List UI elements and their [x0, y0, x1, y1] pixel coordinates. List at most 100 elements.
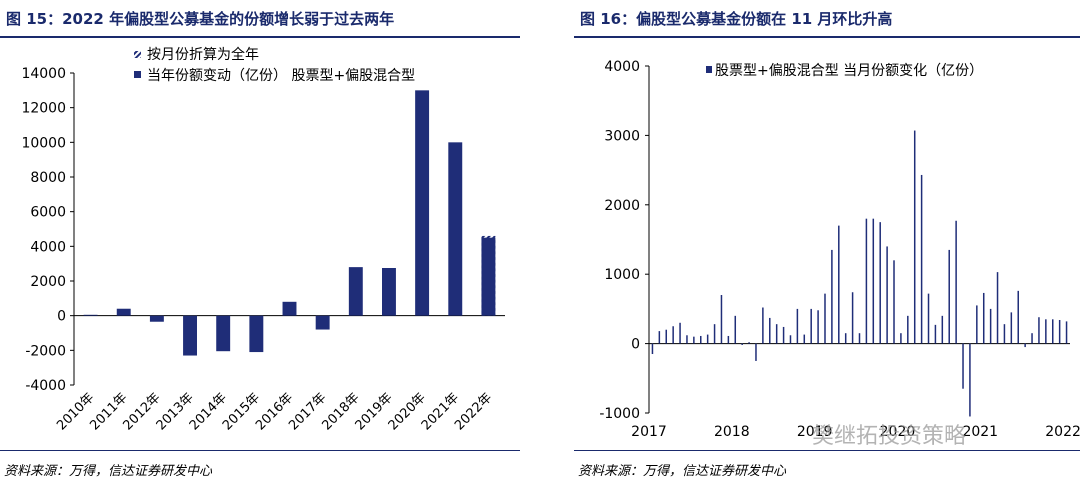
left-bar: [116, 308, 131, 316]
left-bar: [149, 315, 164, 322]
left-bar: [216, 315, 231, 352]
right-x-tick-label: 2020: [880, 424, 916, 440]
left-bar: [249, 315, 264, 353]
right-bar: [879, 222, 881, 344]
right-bar: [755, 343, 757, 361]
right-bar: [741, 343, 743, 345]
right-bar: [989, 308, 992, 344]
right-legend-label: 股票型+偏股混合型 当月份额变化（亿份）: [715, 63, 983, 79]
left-bar: [448, 142, 463, 316]
right-bar: [927, 293, 930, 344]
right-bar: [962, 343, 964, 389]
watermark-text: 樊继拓投资策略: [812, 424, 967, 449]
right-y-tick-label: 4000: [604, 59, 640, 75]
right-bar: [920, 174, 923, 344]
right-y-tick-label: 3000: [604, 128, 640, 144]
right-bar: [1024, 343, 1026, 348]
legend-label-annual-change: 当年份额变动（亿份） 股票型+偏股混合型: [147, 68, 415, 84]
right-bar: [1038, 317, 1040, 344]
right-bar: [844, 333, 847, 344]
right-bar: [907, 315, 909, 344]
right-bar: [727, 335, 730, 344]
right-bar: [672, 326, 674, 344]
left-chart-title: 图 15：2022 年偏股型公募基金的份额增长弱于过去两年: [6, 10, 395, 28]
right-bar: [693, 336, 695, 344]
right-bar: [913, 130, 916, 344]
right-footer-rule: [574, 450, 1080, 451]
right-bar: [1058, 320, 1061, 344]
right-bar: [817, 310, 819, 344]
right-bar-chart: -1000 0 1000 2000 3000 4000 2017 2018 2019 2020 20…: [599, 59, 1080, 440]
left-bar: [83, 314, 98, 316]
right-bar: [934, 324, 937, 344]
right-x-tick-label: 2021: [962, 424, 998, 440]
right-bar: [700, 335, 702, 344]
right-legend-swatch: [706, 66, 712, 73]
right-bar: [976, 305, 978, 344]
right-bar: [996, 272, 999, 344]
right-source-note: 资料来源：万得，信达证券研发中心: [578, 464, 787, 479]
left-chart-panel: 图 15：2022 年偏股型公募基金的份额增长弱于过去两年 -4000 -2000…: [0, 0, 520, 486]
right-y-tick-label: 0: [631, 337, 640, 353]
right-bar: [824, 293, 826, 344]
right-x-tick-label: 2018: [714, 424, 750, 440]
right-bar: [706, 334, 709, 344]
left-footer-rule: [0, 450, 520, 451]
right-bar: [941, 315, 944, 344]
legend-label-annualized: 按月份折算为全年: [147, 46, 259, 63]
right-bar: [858, 333, 861, 344]
left-x-tick-label: 2022年: [452, 390, 495, 433]
right-bar: [796, 308, 799, 344]
left-bar: [183, 315, 198, 356]
left-bar: [315, 315, 330, 330]
right-bar: [658, 331, 661, 344]
left-source-note: 资料来源：万得，信达证券研发中心: [4, 464, 213, 479]
right-bar: [1031, 333, 1033, 344]
right-bar: [748, 342, 750, 344]
left-y-tick-label: 8000: [30, 170, 66, 186]
right-bar: [982, 292, 985, 344]
right-bar: [720, 295, 723, 344]
right-title-rule: [574, 36, 1080, 38]
right-bar: [789, 335, 792, 344]
right-bar: [651, 343, 654, 355]
right-bar: [872, 218, 875, 344]
left-y-tick-label: 6000: [30, 205, 66, 221]
left-y-tick-label: 12000: [21, 101, 66, 117]
right-y-tick-label: 1000: [604, 267, 640, 283]
left-y-tick-label: -2000: [25, 343, 66, 359]
right-bar: [810, 308, 812, 344]
legend-swatch-annual-change: [134, 71, 141, 78]
left-bar-chart: -4000 -2000 0 2000 4000 6000 8000 10000 12000 140…: [21, 46, 505, 433]
right-y-tick-label: -1000: [599, 406, 640, 422]
right-x-tick-label: 2022: [1045, 424, 1080, 440]
right-bar: [886, 246, 888, 344]
right-bar: [851, 292, 854, 344]
right-bar: [1065, 321, 1068, 344]
right-bar: [782, 326, 785, 344]
right-chart-title: 图 16：偏股型公募基金份额在 11 月环比升高: [580, 10, 893, 28]
left-annualized-bar: [481, 235, 496, 316]
right-y-tick-label: 2000: [604, 198, 640, 214]
right-bar: [838, 225, 840, 344]
right-bar: [713, 324, 716, 344]
right-bar: [1045, 319, 1047, 344]
legend-swatch-annualized: [134, 51, 141, 58]
right-bar: [955, 220, 957, 344]
right-bar: [734, 315, 737, 344]
left-y-tick-label: 10000: [21, 135, 66, 151]
left-y-tick-label: 14000: [21, 66, 66, 82]
right-chart-panel: 图 16：偏股型公募基金份额在 11 月环比升高 -1000 0 1000 2000 3…: [560, 0, 1080, 486]
right-bar: [948, 249, 950, 344]
right-bar: [900, 333, 902, 344]
left-bar: [282, 301, 297, 316]
right-bar: [803, 334, 806, 344]
left-y-tick-label: -4000: [25, 378, 66, 394]
right-bar: [865, 218, 868, 344]
right-x-tick-label: 2019: [797, 424, 833, 440]
right-bar: [679, 322, 681, 344]
right-bar: [893, 260, 895, 344]
right-x-tick-label: 2017: [631, 424, 667, 440]
left-bar: [348, 267, 363, 316]
right-bar: [762, 307, 764, 344]
